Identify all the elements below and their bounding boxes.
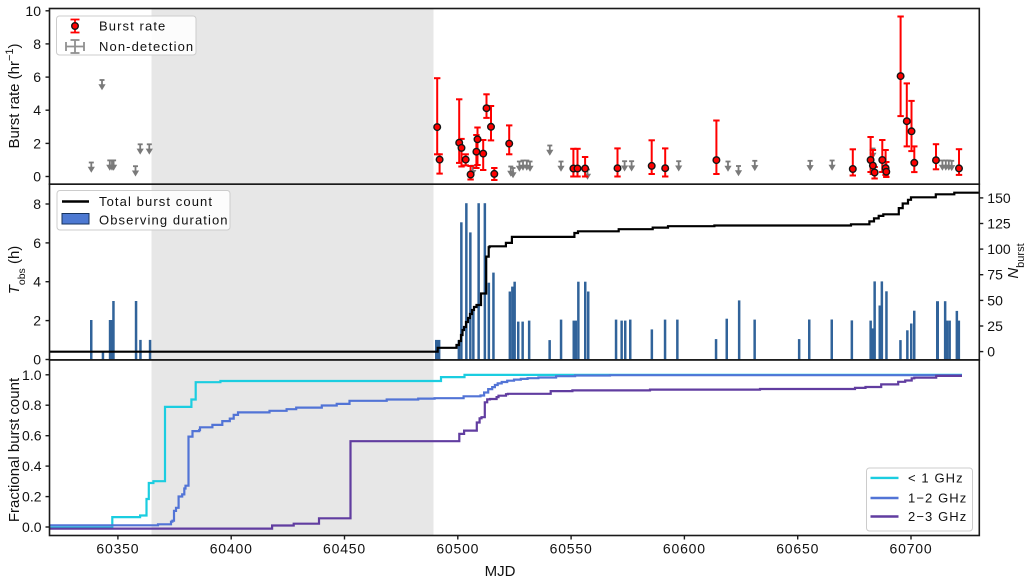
svg-text:100: 100	[987, 241, 1011, 257]
svg-text:6: 6	[33, 235, 41, 251]
svg-text:1.0: 1.0	[22, 367, 42, 383]
svg-text:125: 125	[987, 216, 1011, 232]
svg-text:< 1 GHz: < 1 GHz	[908, 471, 964, 486]
svg-text:2: 2	[33, 313, 41, 329]
svg-text:8: 8	[33, 196, 41, 212]
svg-text:Non-detection: Non-detection	[99, 39, 194, 54]
svg-text:60550: 60550	[550, 541, 593, 557]
svg-text:150: 150	[987, 190, 1011, 206]
svg-text:0: 0	[33, 352, 41, 368]
svg-text:Burst rate: Burst rate	[99, 19, 166, 34]
svg-text:6: 6	[33, 69, 41, 85]
svg-text:4: 4	[33, 102, 41, 118]
svg-text:2: 2	[33, 135, 41, 151]
svg-text:0.0: 0.0	[22, 519, 42, 535]
svg-text:2−3 GHz: 2−3 GHz	[908, 509, 967, 524]
svg-text:Observing duration: Observing duration	[99, 213, 229, 228]
svg-text:60350: 60350	[96, 541, 139, 557]
svg-text:0: 0	[33, 169, 41, 185]
svg-text:60400: 60400	[210, 541, 253, 557]
svg-text:60600: 60600	[663, 541, 706, 557]
svg-text:8: 8	[33, 36, 41, 52]
svg-text:75: 75	[987, 267, 1003, 283]
svg-text:Total burst count: Total burst count	[99, 194, 213, 209]
svg-text:0: 0	[987, 344, 995, 360]
svg-text:0.4: 0.4	[22, 458, 42, 474]
svg-text:4: 4	[33, 274, 41, 290]
svg-text:Nburst: Nburst	[1005, 243, 1027, 278]
svg-text:10: 10	[25, 3, 41, 19]
svg-text:0.8: 0.8	[22, 397, 42, 413]
svg-text:60500: 60500	[436, 541, 479, 557]
svg-text:Fractional burst count: Fractional burst count	[6, 377, 23, 522]
svg-text:50: 50	[987, 292, 1003, 308]
svg-text:60450: 60450	[323, 541, 366, 557]
svg-text:25: 25	[987, 318, 1003, 334]
svg-text:0.2: 0.2	[22, 489, 42, 505]
svg-text:1−2 GHz: 1−2 GHz	[908, 491, 967, 506]
svg-text:Burst rate (hr−1): Burst rate (hr−1)	[4, 43, 23, 148]
svg-text:0.6: 0.6	[22, 428, 42, 444]
svg-text:60650: 60650	[776, 541, 819, 557]
svg-text:60700: 60700	[890, 541, 933, 557]
svg-text:MJD: MJD	[485, 563, 516, 580]
